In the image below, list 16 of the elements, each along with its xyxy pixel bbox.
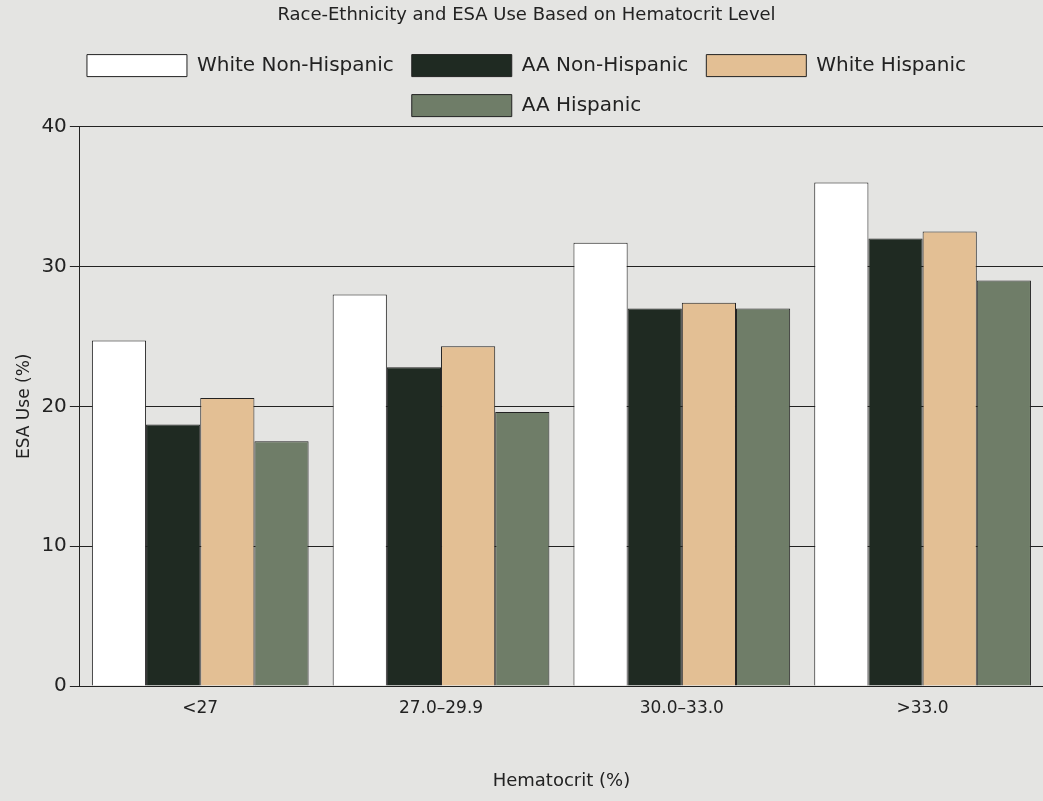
y-tick-label: 0 xyxy=(54,672,67,697)
y-tick-label: 40 xyxy=(41,112,67,137)
legend-label: White Hispanic xyxy=(816,51,967,76)
x-axis-title: Hematocrit (%) xyxy=(492,768,631,790)
legend-label: White Non-Hispanic xyxy=(196,51,394,76)
y-axis-title: ESA Use (%) xyxy=(12,353,33,460)
x-tick-label: 30.0–33.0 xyxy=(639,696,724,717)
x-tick-label: <27 xyxy=(182,696,219,717)
y-tick-label: 30 xyxy=(41,252,67,277)
x-tick-label: 27.0–29.9 xyxy=(398,696,484,717)
chart-title: Race-Ethnicity and ESA Use Based on Hematocrit Level xyxy=(277,3,776,25)
x-tick-label: >33.0 xyxy=(896,696,949,717)
legend-label: AA Hispanic xyxy=(521,91,642,116)
legend-label: AA Non-Hispanic xyxy=(521,51,689,76)
y-tick-label: 10 xyxy=(41,532,67,557)
y-tick-label: 20 xyxy=(41,392,67,417)
